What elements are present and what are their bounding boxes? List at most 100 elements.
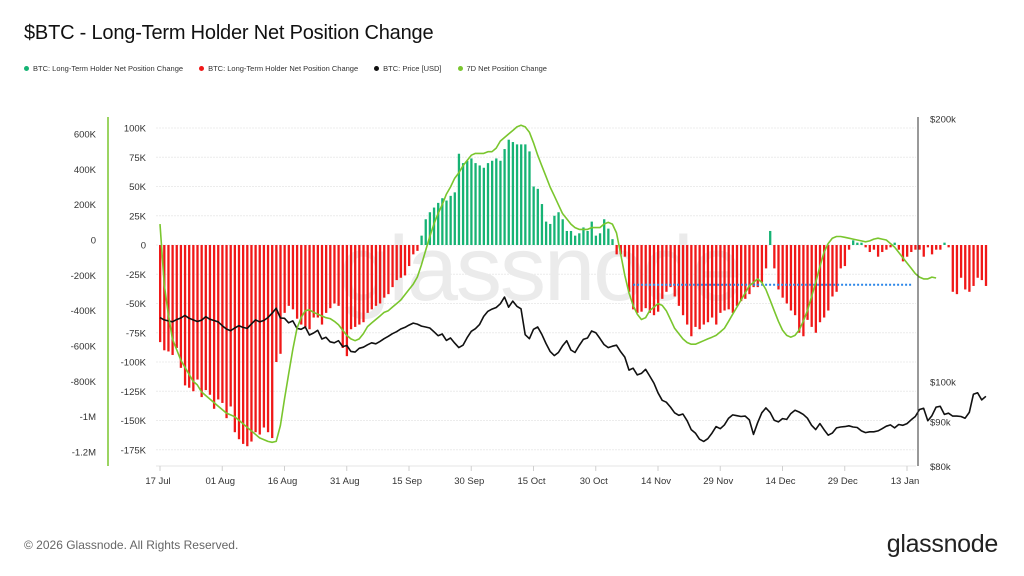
- bar-negative: [694, 245, 697, 327]
- bar-negative: [237, 245, 241, 440]
- bar-negative: [835, 245, 838, 292]
- bar-negative: [964, 245, 967, 290]
- bar-negative: [827, 245, 830, 311]
- bar-negative: [337, 245, 340, 306]
- bar-positive: [553, 215, 556, 245]
- bar-positive: [457, 153, 461, 245]
- bar-negative: [760, 245, 764, 283]
- bar-positive: [449, 195, 452, 245]
- bar-negative: [918, 245, 921, 250]
- seven-day-tick-label: 200K: [74, 200, 97, 211]
- seven-day-tick-label: 600K: [74, 130, 97, 141]
- bar-positive: [428, 212, 432, 245]
- bar-positive: [441, 198, 444, 245]
- bar-negative: [798, 245, 801, 333]
- bar-positive: [495, 158, 498, 245]
- legend: BTC: Long-Term Holder Net Position Chang…: [24, 64, 547, 73]
- bar-negative: [333, 245, 336, 304]
- daily-tick-label: -175K: [121, 445, 147, 456]
- bar-negative: [881, 245, 884, 253]
- legend-item-7d[interactable]: 7D Net Position Change: [457, 64, 547, 73]
- bar-negative: [661, 245, 664, 299]
- bar-negative: [901, 245, 905, 262]
- bar-positive: [474, 163, 477, 245]
- bar-positive: [437, 202, 440, 245]
- daily-bars: [159, 139, 988, 447]
- bar-negative: [627, 245, 631, 292]
- bar-negative: [225, 245, 228, 419]
- x-tick-label: 16 Aug: [268, 476, 298, 487]
- bar-negative: [922, 245, 925, 257]
- seven-day-tick-label: -1.2M: [72, 448, 96, 459]
- bar-negative: [752, 245, 755, 288]
- bar-negative: [906, 245, 909, 257]
- bar-negative: [710, 245, 714, 318]
- bar-negative: [648, 245, 651, 313]
- bar-negative: [383, 245, 386, 298]
- bar-negative: [329, 245, 332, 309]
- bar-negative: [403, 245, 407, 276]
- bar-negative: [179, 245, 183, 368]
- bar-negative: [221, 245, 224, 403]
- bar-negative: [229, 245, 232, 407]
- bar-positive: [532, 186, 535, 245]
- glassnode-logo[interactable]: glassnode: [886, 530, 999, 558]
- bar-negative: [325, 245, 328, 313]
- bar-negative: [291, 245, 295, 310]
- bar-negative: [806, 245, 809, 320]
- legend-item-price[interactable]: BTC: Price [USD]: [374, 64, 442, 73]
- daily-tick-label: 100K: [124, 124, 147, 135]
- bar-negative: [673, 245, 676, 297]
- legend-label: 7D Net Position Change: [466, 64, 547, 73]
- bar-negative: [619, 245, 622, 255]
- bar-positive: [515, 144, 519, 245]
- bar-negative: [250, 245, 253, 442]
- bar-positive: [432, 207, 436, 245]
- bar-negative: [756, 245, 759, 288]
- bar-negative: [312, 245, 315, 318]
- x-tick-label: 14 Dec: [765, 476, 795, 487]
- bar-negative: [192, 245, 195, 392]
- dot-icon: [457, 66, 463, 71]
- bar-negative: [669, 245, 672, 288]
- bar-positive: [565, 230, 568, 245]
- bar-negative: [408, 245, 411, 267]
- bar-negative: [175, 245, 178, 348]
- seven-day-tick-label: -200K: [71, 271, 97, 282]
- legend-item-lth-positive[interactable]: BTC: Long-Term Holder Net Position Chang…: [24, 64, 183, 73]
- bar-negative: [188, 245, 191, 388]
- price-tick-label: $90k: [930, 417, 951, 428]
- bar-negative: [935, 245, 938, 250]
- bar-positive: [528, 151, 531, 245]
- bar-negative: [847, 245, 851, 250]
- bar-negative: [233, 245, 236, 433]
- x-tick-label: 30 Sep: [454, 476, 484, 487]
- bar-negative: [316, 245, 319, 318]
- bar-negative: [731, 245, 734, 313]
- bar-negative: [843, 245, 847, 267]
- bar-negative: [341, 245, 344, 348]
- bar-negative: [831, 245, 834, 297]
- legend-item-lth-negative[interactable]: BTC: Long-Term Holder Net Position Chang…: [199, 64, 358, 73]
- bar-negative: [275, 245, 278, 362]
- bar-negative: [864, 245, 867, 248]
- seven-day-tick-label: -800K: [71, 377, 97, 388]
- x-tick-label: 01 Aug: [205, 476, 235, 487]
- daily-tick-label: -100K: [121, 358, 147, 369]
- bar-negative: [897, 245, 900, 250]
- seven-day-series: [159, 124, 937, 444]
- daily-tick-label: 25K: [129, 211, 147, 222]
- bar-negative: [196, 245, 199, 380]
- bar-positive: [536, 188, 539, 245]
- bar-negative: [652, 245, 656, 316]
- bar-positive: [598, 233, 602, 245]
- bar-positive: [856, 242, 859, 245]
- x-tick-label: 29 Dec: [828, 476, 858, 487]
- bar-negative: [677, 245, 681, 306]
- bar-negative: [416, 245, 419, 251]
- price-tick-label: $80k: [930, 462, 951, 473]
- bar-positive: [482, 167, 485, 245]
- bar-negative: [640, 245, 643, 312]
- bar-negative: [644, 245, 647, 309]
- daily-tick-label: 50K: [129, 182, 147, 193]
